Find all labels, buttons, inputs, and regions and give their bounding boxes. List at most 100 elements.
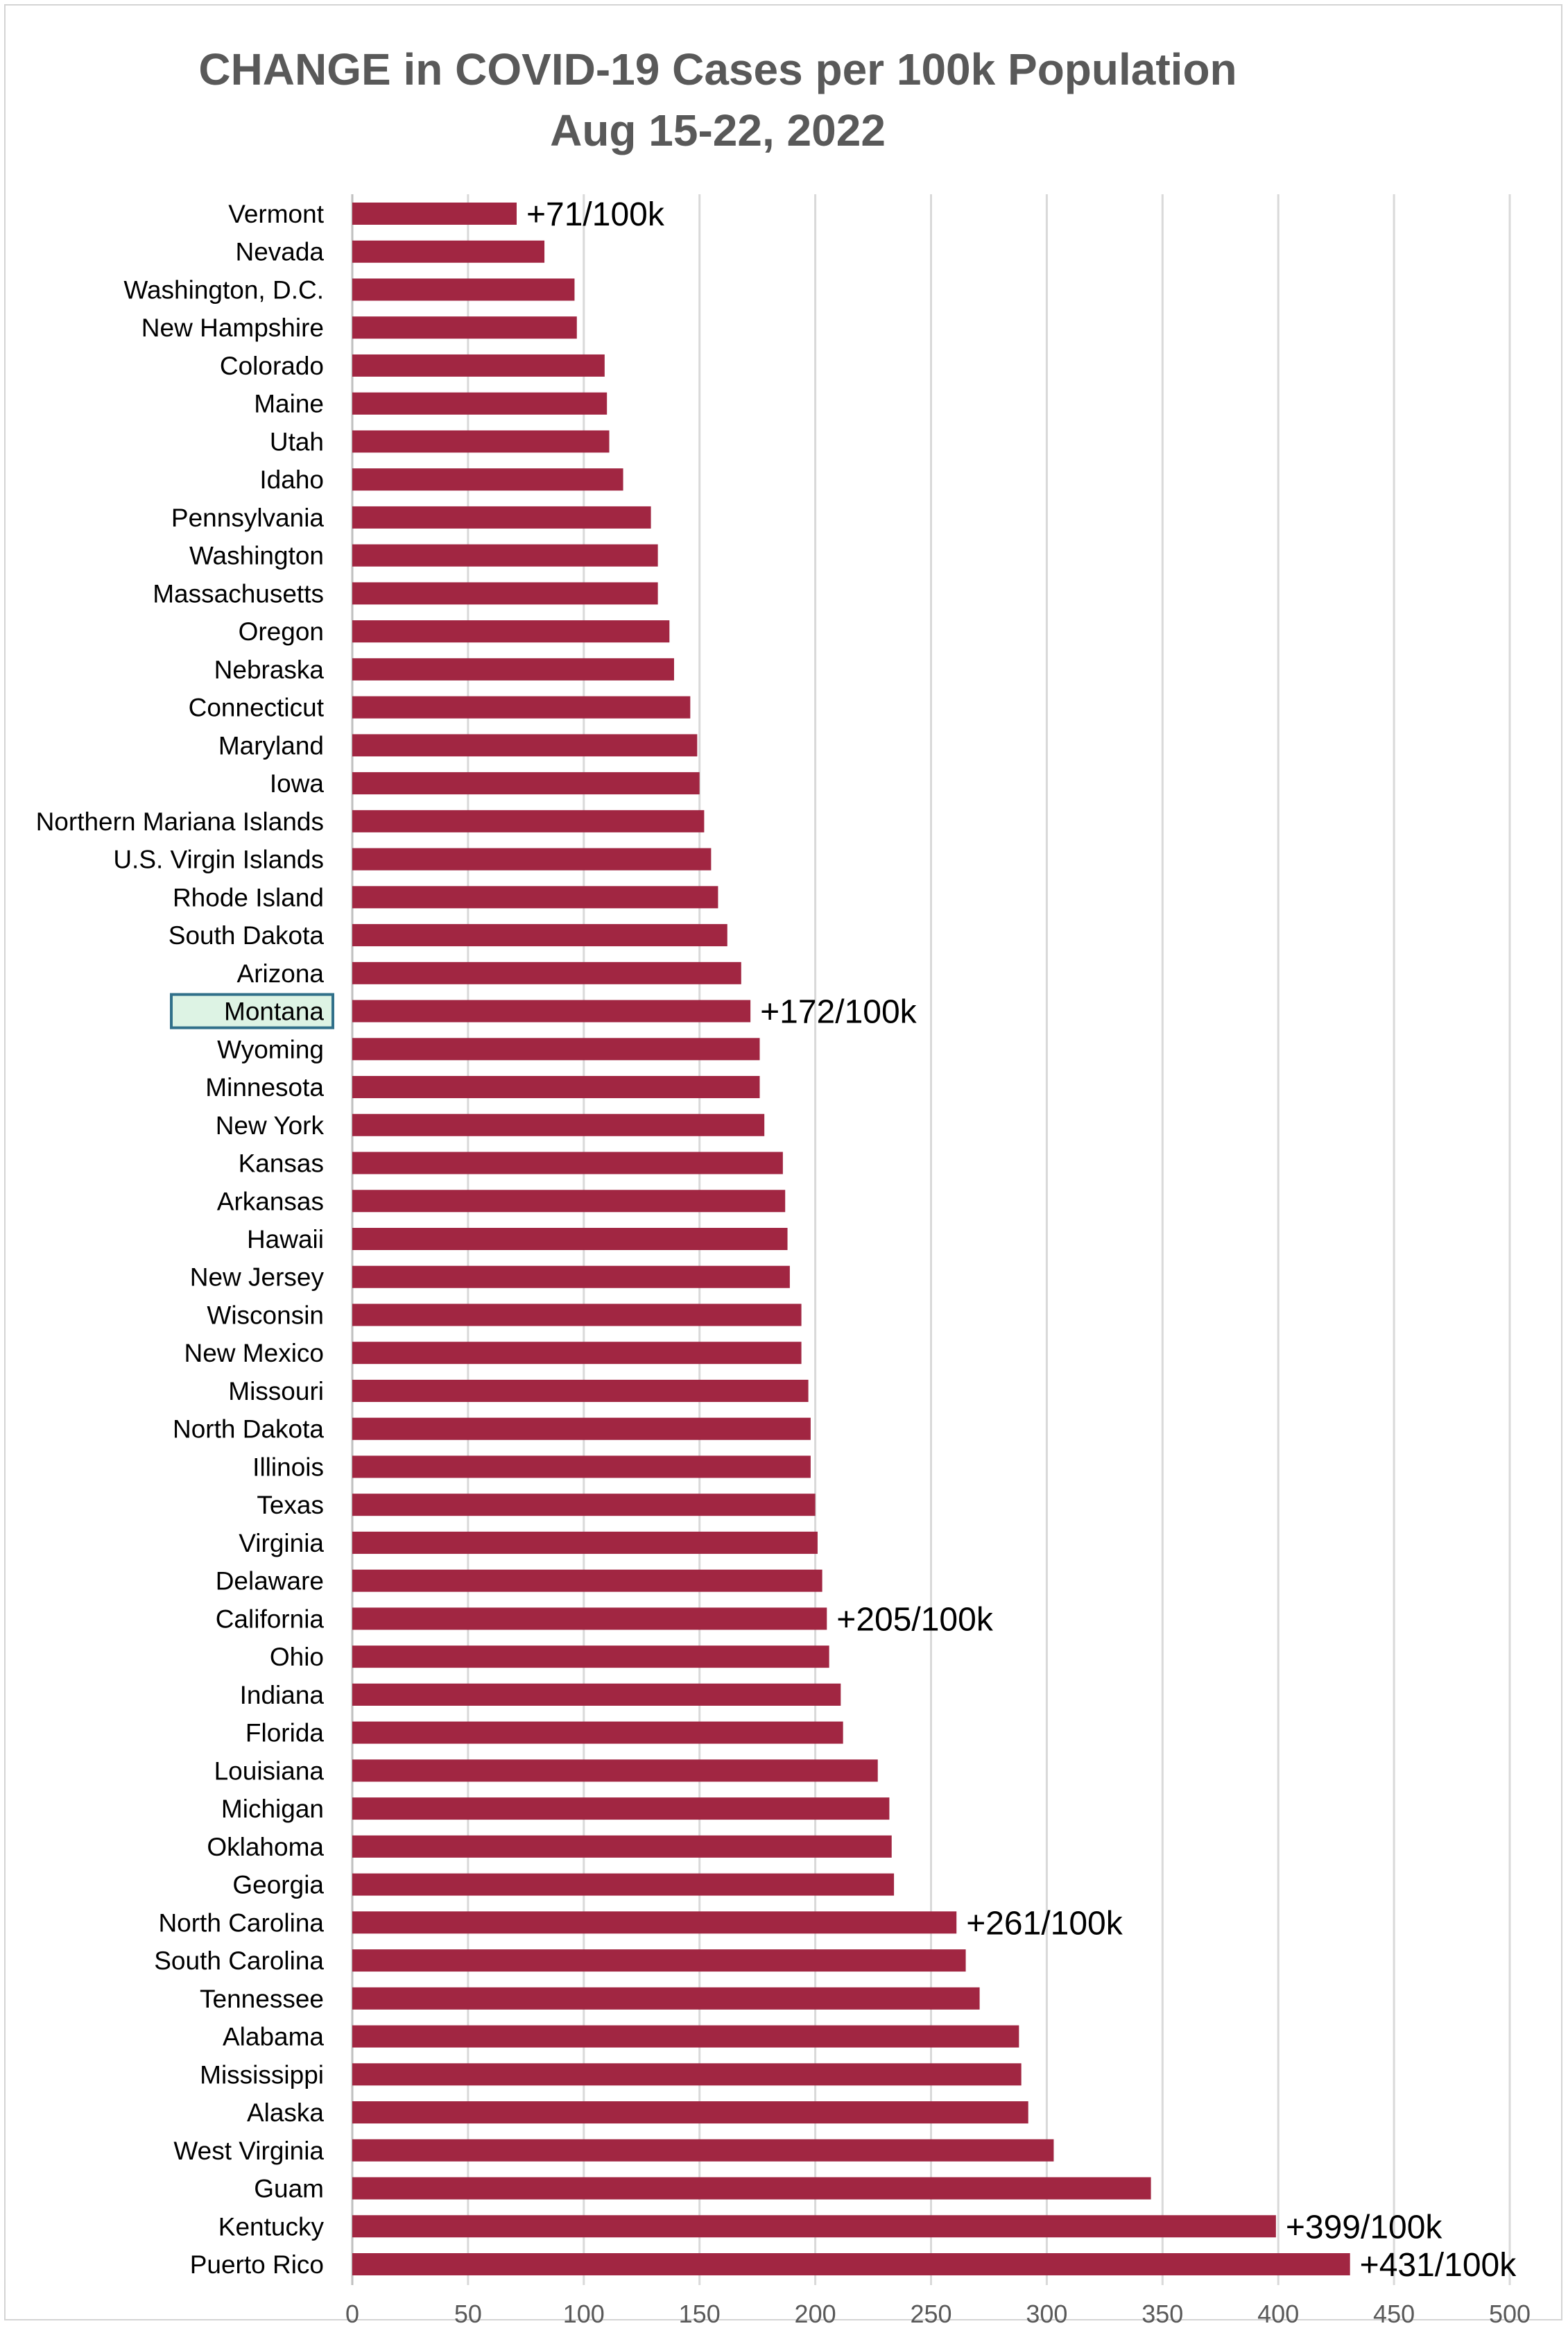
bar [352, 1911, 957, 1934]
bar [352, 1038, 760, 1061]
category-label: Mississippi [200, 2060, 324, 2089]
category-label: Louisiana [214, 1756, 325, 1785]
bar [352, 1683, 841, 1706]
bar [352, 1531, 818, 1554]
bar [352, 772, 700, 795]
bar [352, 1835, 892, 1858]
category-label: Texas [257, 1491, 324, 1519]
chart-frame [4, 4, 1562, 2320]
data-label: +71/100k [526, 196, 665, 233]
category-label: Oklahoma [207, 1833, 324, 1861]
category-label: Maryland [218, 731, 324, 760]
category-label: Florida [245, 1719, 325, 1747]
bar [352, 1607, 827, 1630]
category-label: Rhode Island [173, 883, 324, 912]
category-label: New Hampshire [141, 314, 324, 342]
category-label: Kentucky [218, 2212, 325, 2241]
bar [352, 620, 670, 643]
bar [352, 1379, 809, 1402]
category-label: Alaska [247, 2098, 324, 2127]
category-label: West Virginia [173, 2137, 324, 2165]
bar [352, 1759, 878, 1782]
category-label: Georgia [232, 1871, 324, 1899]
category-label: Indiana [240, 1681, 325, 1709]
x-tick-label: 200 [795, 2300, 836, 2326]
bar [352, 582, 658, 605]
bar [352, 278, 575, 301]
x-tick-label: 250 [910, 2300, 951, 2326]
bar [352, 1569, 822, 1592]
category-label: North Carolina [158, 1908, 324, 1937]
bar [352, 1987, 980, 2010]
category-label: Minnesota [205, 1073, 324, 1102]
data-label: +172/100k [760, 994, 917, 1031]
category-label: Washington [189, 542, 324, 570]
category-label: Nevada [235, 238, 324, 266]
x-tick-label: 50 [454, 2300, 482, 2326]
bar [352, 1228, 788, 1250]
bar [352, 1494, 816, 1516]
category-label: Wyoming [217, 1035, 324, 1063]
bar [352, 658, 674, 681]
category-label: Michigan [221, 1795, 324, 1823]
data-label: +431/100k [1360, 2247, 1517, 2284]
category-label: Hawaii [247, 1225, 324, 1254]
bar [352, 2025, 1019, 2048]
bar [352, 1873, 895, 1896]
category-label: Connecticut [189, 694, 325, 722]
category-label: New York [216, 1111, 325, 1140]
x-tick-label: 0 [345, 2300, 359, 2326]
bar [352, 1645, 829, 1668]
data-label: +205/100k [836, 1601, 994, 1638]
category-labels: Vermont Nevada Washington, D.C. New Hampshi… [36, 200, 334, 2279]
bar [352, 1152, 783, 1174]
category-label: Wisconsin [207, 1301, 324, 1329]
category-label: Virginia [239, 1529, 324, 1557]
category-label: Iowa [270, 769, 325, 798]
category-label: Illinois [252, 1453, 324, 1481]
category-label: Delaware [216, 1567, 324, 1596]
x-tick-label: 100 [563, 2300, 605, 2326]
bar [352, 2253, 1350, 2275]
bar [352, 1949, 966, 1972]
category-label: Arizona [237, 959, 325, 988]
category-label: California [216, 1605, 325, 1633]
category-label: Guam [254, 2175, 324, 2203]
bar [352, 848, 712, 871]
data-labels: +71/100k +172/100k +205/100k +261/100k +399/… [526, 196, 1517, 2284]
category-label: Northern Mariana Islands [36, 807, 324, 836]
x-tick-label: 350 [1141, 2300, 1183, 2326]
category-label: Idaho [259, 465, 324, 494]
gridlines [351, 194, 1511, 2285]
category-label: U.S. Virgin Islands [113, 846, 324, 874]
bar [352, 2139, 1054, 2162]
bar [352, 203, 517, 225]
bar [352, 506, 651, 529]
x-tick-label: 500 [1489, 2300, 1531, 2326]
bar [352, 924, 727, 947]
category-label: Montana [224, 998, 324, 1026]
category-label: Nebraska [214, 656, 325, 684]
bar [352, 1113, 765, 1136]
category-label: Washington, D.C. [123, 275, 324, 304]
x-tick-label: 400 [1257, 2300, 1299, 2326]
category-label: Puerto Rico [190, 2250, 324, 2279]
bar [352, 430, 610, 453]
x-axis-ticks: 0 50 100 150 200 250 300 350 400 450 500 [345, 2300, 1531, 2326]
bar [352, 1417, 811, 1440]
category-label: Missouri [228, 1377, 324, 1405]
bar [352, 1455, 811, 1478]
bar [352, 316, 577, 339]
bar [352, 696, 691, 719]
category-label: New Mexico [184, 1339, 325, 1367]
category-label: Maine [254, 390, 324, 418]
bar [352, 886, 718, 909]
category-label: South Carolina [154, 1947, 324, 1975]
category-label: Ohio [270, 1643, 324, 1671]
bar [352, 468, 623, 491]
bar [352, 1190, 786, 1213]
category-label: Utah [270, 427, 324, 456]
category-label: Massachusetts [153, 579, 324, 608]
data-label: +399/100k [1286, 2209, 1443, 2246]
